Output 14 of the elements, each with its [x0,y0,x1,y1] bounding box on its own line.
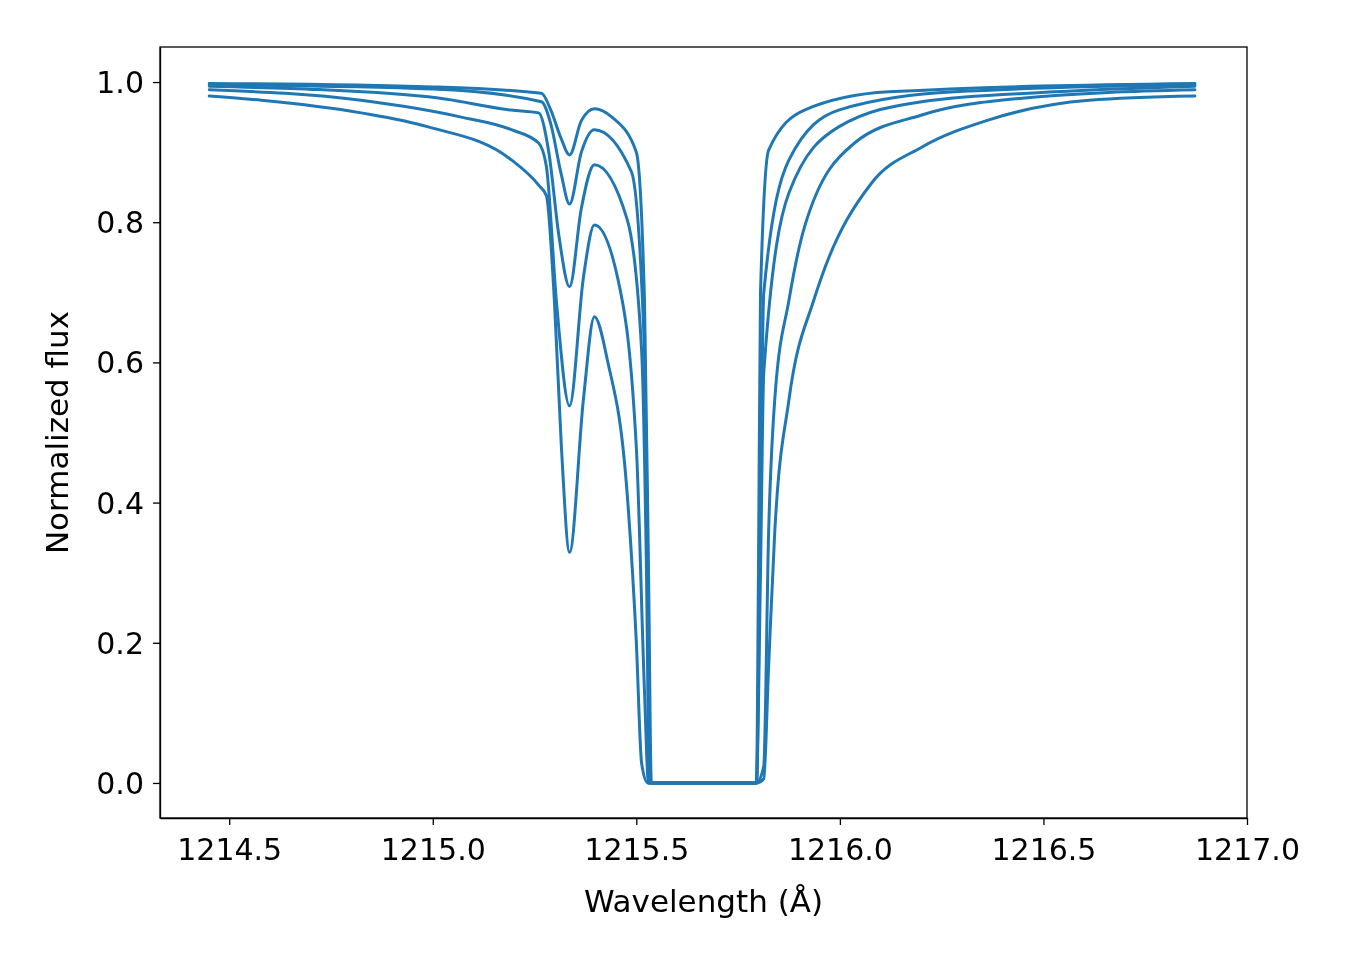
x-tick-label: 1216.5 [991,831,1097,867]
y-tick-label: 0.2 [96,625,144,661]
y-tick-label: 0.8 [96,205,144,241]
x-tick-label: 1215.0 [380,831,486,867]
x-tick-label: 1216.0 [787,831,893,867]
x-tick-label: 1214.5 [177,831,283,867]
x-tick-label: 1217.0 [1195,831,1300,867]
y-tick-label: 0.6 [96,345,144,381]
y-tick-label: 0.4 [96,485,144,521]
y-axis-title: Normalized flux [39,310,75,555]
x-tick-label: 1215.5 [584,831,690,867]
x-axis-title: Wavelength (Å) [583,883,824,919]
y-tick-label: 0.0 [96,765,144,801]
y-tick-label: 1.0 [96,65,144,101]
